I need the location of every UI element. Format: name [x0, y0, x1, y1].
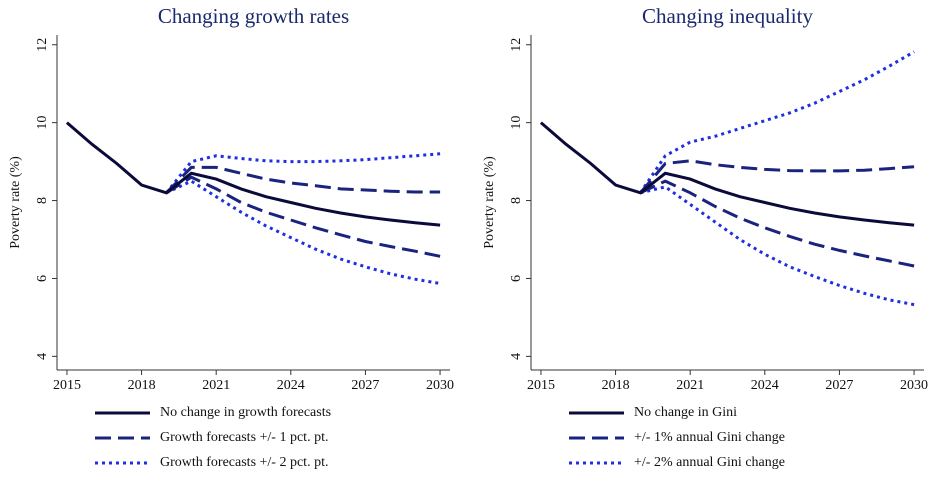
x-tick-label: 2018 [602, 378, 630, 393]
series-line [639, 159, 915, 194]
legend-label: +/- 2% annual Gini change [634, 455, 785, 470]
chart-panel: Changing inequality Poverty rate (%) 4 6 8 10… [482, 4, 928, 470]
legend-label: Growth forecasts +/- 1 pct. pt. [160, 430, 328, 445]
series-line [639, 50, 915, 194]
x-tick-label: 2015 [53, 378, 81, 393]
series-line [165, 175, 441, 258]
legend-label: No change in growth forecasts [160, 405, 331, 420]
y-axis-label: Poverty rate (%) [482, 156, 497, 249]
chart-panel: Changing growth rates Poverty rate (%) 4 6 8… [8, 4, 454, 470]
series-line [639, 179, 915, 268]
x-tick-label: 2018 [128, 378, 156, 393]
y-tick-label: 12 [35, 38, 50, 52]
series-line [640, 185, 915, 307]
legend-label: No change in Gini [634, 405, 737, 420]
y-tick-label: 12 [509, 38, 524, 52]
x-tick-label: 2030 [900, 378, 928, 393]
series-line [165, 165, 441, 194]
x-tick-label: 2021 [202, 378, 230, 393]
x-tick-label: 2027 [825, 378, 853, 393]
series-line [65, 121, 441, 227]
x-tick-label: 2021 [676, 378, 704, 393]
y-tick-label: 6 [509, 275, 524, 282]
series-line [539, 121, 915, 227]
chart-title: Changing growth rates [158, 4, 349, 28]
y-tick-label: 4 [509, 353, 524, 360]
x-tick-label: 2030 [426, 378, 454, 393]
y-axis-label: Poverty rate (%) [8, 156, 23, 249]
y-tick-label: 10 [35, 116, 50, 130]
y-tick-label: 8 [509, 197, 524, 204]
x-tick-label: 2024 [277, 378, 305, 393]
y-tick-label: 6 [35, 275, 50, 282]
y-tick-label: 10 [509, 116, 524, 130]
y-tick-label: 4 [35, 353, 50, 360]
legend-label: Growth forecasts +/- 2 pct. pt. [160, 455, 328, 470]
chart-title: Changing inequality [642, 4, 813, 28]
legend-label: +/- 1% annual Gini change [634, 430, 785, 445]
series-line [165, 152, 441, 194]
x-tick-label: 2015 [527, 378, 555, 393]
series-line [165, 179, 441, 285]
x-tick-label: 2024 [751, 378, 779, 393]
y-tick-label: 8 [35, 197, 50, 204]
x-tick-label: 2027 [351, 378, 379, 393]
